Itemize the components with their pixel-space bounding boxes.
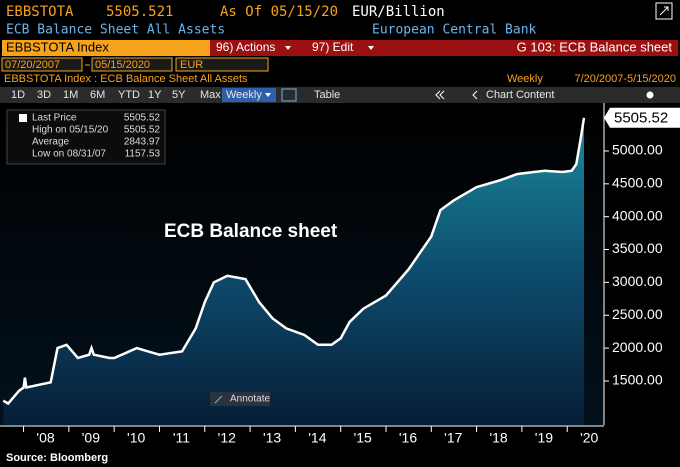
table-button[interactable]: Table (314, 89, 340, 101)
last-value-pointer (604, 107, 680, 128)
export-arrow (659, 6, 669, 16)
currency-field[interactable] (175, 57, 269, 72)
period-button[interactable]: 1M (63, 89, 78, 101)
as-of: As Of 05/15/20 (220, 4, 338, 20)
y-tick-label: 4500.00 (612, 175, 663, 191)
legend-label: Low on 08/31/07 (32, 149, 106, 160)
pen-icon (214, 395, 223, 404)
x-tick-label: '20 (580, 430, 598, 446)
period-buttons: 1D 3D 1M 6M YTD 1Y 5Y Max (11, 89, 221, 101)
x-tick-label: '16 (399, 430, 417, 446)
command-bar (210, 40, 678, 56)
dropdown-arrow (285, 46, 291, 50)
period-button[interactable]: YTD (118, 89, 140, 101)
ticker: EBBSTOTA (6, 4, 74, 20)
y-tick-label: 5000.00 (612, 142, 663, 158)
plot: 1500.00 2000.00 2500.00 3000.00 3500.00 4000.… (0, 103, 680, 446)
chart-icon[interactable] (281, 88, 297, 102)
security-field[interactable] (2, 40, 210, 56)
y-tick-label: 3500.00 (612, 240, 663, 256)
x-tick-label: '18 (489, 430, 507, 446)
frequency: Weekly (226, 89, 262, 101)
line (2, 117, 586, 406)
last-value-label: 5505.52 (614, 110, 668, 127)
price: 5505.521 (106, 4, 173, 20)
legend-swatch (19, 114, 27, 122)
legend-value: 5505.52 (124, 113, 161, 124)
period-button[interactable]: 5Y (172, 89, 186, 101)
start-field[interactable] (1, 57, 83, 72)
chart-content-button[interactable]: Chart Content (486, 89, 554, 101)
back-icon[interactable] (472, 90, 478, 100)
legend-box (6, 109, 166, 165)
frequency-label: Weekly (507, 73, 543, 85)
edit-menu[interactable]: 97) Edit (312, 40, 354, 54)
period-button[interactable]: 6M (90, 89, 105, 101)
x-tick-label: '09 (82, 430, 100, 446)
legend-value: 1157.53 (125, 149, 161, 160)
legend-label: High on 05/15/20 (32, 125, 109, 136)
legend-label: Last Price (32, 113, 77, 124)
x-tick-label: '19 (535, 430, 553, 446)
period-button[interactable]: 1Y (148, 89, 162, 101)
legend-value: 2843.97 (124, 137, 161, 148)
legend: Last Price 5505.52 High on 05/15/20 5505.52… (32, 113, 160, 160)
chart-label: EBBSTOTA Index : ECB Balance Sheet All A… (4, 73, 248, 85)
currency: EUR (180, 59, 203, 71)
period-button[interactable]: 3D (37, 89, 51, 101)
x-tick-label: '15 (354, 430, 372, 446)
annotate-button[interactable] (210, 392, 270, 406)
start-date: 07/20/2007 (5, 59, 60, 71)
x-tick-label: '13 (263, 430, 281, 446)
period-button[interactable]: Max (200, 89, 221, 101)
y-tick-label: 3000.00 (612, 273, 663, 289)
y-tick-label: 4000.00 (612, 207, 663, 223)
units: EUR/Billion (352, 4, 445, 20)
frequency-button[interactable] (222, 88, 276, 102)
x-tick-label: '17 (444, 430, 462, 446)
page-name: G 103: ECB Balance sheet (517, 39, 673, 54)
settings-icon[interactable] (646, 91, 654, 99)
actions-menu[interactable]: 96) Actions (216, 40, 275, 54)
x-tick-label: '10 (127, 430, 145, 446)
annotate-label: Annotate (230, 394, 270, 405)
x-tick-label: '12 (218, 430, 236, 446)
toolbar (0, 87, 680, 103)
dropdown-arrow (265, 93, 271, 97)
collapse-icon[interactable] (435, 90, 445, 100)
y-tick-label: 2500.00 (612, 306, 663, 322)
period-button[interactable]: 1D (11, 89, 25, 101)
y-tick-label: 1500.00 (612, 372, 663, 388)
x-tick-label: '14 (308, 430, 326, 446)
end-field[interactable] (91, 57, 173, 72)
security: EBBSTOTA Index (6, 39, 109, 54)
area (3, 117, 584, 426)
end-date: 05/15/2020 (95, 59, 150, 71)
x-tick-label: '11 (173, 430, 190, 446)
range-label: 7/20/2007-5/15/2020 (574, 73, 676, 85)
y-tick-label: 2000.00 (612, 339, 663, 355)
annotation: ECB Balance sheet (164, 221, 338, 242)
x-tick-label: '08 (36, 430, 54, 446)
legend-label: Average (32, 137, 70, 148)
series-name: ECB Balance Sheet All Assets (6, 23, 225, 38)
legend-value: 5505.52 (124, 125, 161, 136)
dropdown-arrow (368, 46, 374, 50)
issuer: European Central Bank (372, 23, 537, 38)
footer: Source: Bloomberg (6, 452, 108, 464)
